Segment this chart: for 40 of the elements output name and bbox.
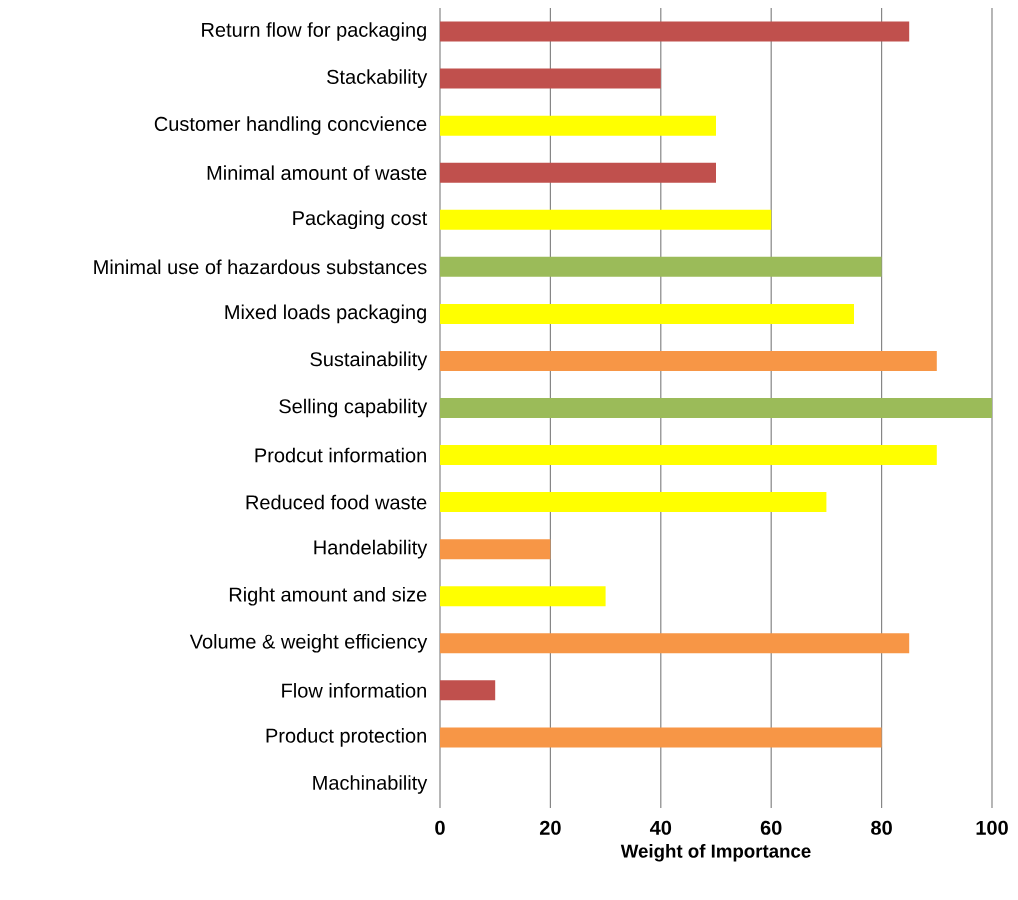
- bar: [440, 727, 882, 748]
- x-axis-title: Weight of Importance: [620, 844, 811, 862]
- bar: [440, 680, 496, 701]
- y-tick-label: Prodcut information: [255, 447, 426, 463]
- y-tick-label: Sustainability: [310, 351, 428, 371]
- y-tick-label: Minimal use of hazardous substances: [94, 259, 427, 275]
- bar: [440, 586, 606, 607]
- bar: [440, 209, 772, 230]
- bar: [440, 633, 910, 654]
- y-tick-label: Handelability: [314, 539, 428, 559]
- y-tick-label: Machinability: [313, 775, 428, 794]
- y-tick-label: Packaging cost: [293, 210, 428, 230]
- y-tick-label: Product protection: [266, 728, 426, 747]
- y-tick-label: Minimal amount of waste: [207, 165, 427, 181]
- bar: [440, 445, 937, 466]
- bar: [440, 256, 882, 277]
- y-tick-label: Right amount and size: [229, 586, 427, 606]
- bar: [440, 398, 992, 418]
- x-tick-label: 20: [539, 820, 561, 835]
- y-tick-label: Customer handling concvience: [154, 116, 427, 135]
- x-tick-label: 80: [871, 820, 892, 835]
- y-tick-label: Reduced food waste: [246, 494, 427, 510]
- x-tick-label: 100: [976, 820, 1008, 835]
- bar: [440, 350, 937, 371]
- bar: [440, 115, 716, 136]
- y-tick-label: Selling capability: [279, 398, 428, 418]
- bar: [440, 21, 910, 42]
- bar: [440, 539, 551, 560]
- x-tick-label: 40: [649, 820, 672, 835]
- x-tick-label: 60: [760, 820, 782, 835]
- x-tick-label: 0: [435, 820, 445, 835]
- y-tick-label: Stackability: [327, 69, 428, 88]
- bar: [440, 68, 661, 89]
- y-tick-label: Return flow for packaging: [202, 22, 426, 41]
- y-tick-label: Mixed loads packaging: [225, 304, 426, 324]
- bar: [440, 303, 854, 324]
- y-tick-label: Volume & weight efficiency: [189, 633, 428, 653]
- y-tick-label: Flow information: [282, 683, 426, 698]
- bar: [440, 162, 716, 183]
- bar: [440, 492, 827, 513]
